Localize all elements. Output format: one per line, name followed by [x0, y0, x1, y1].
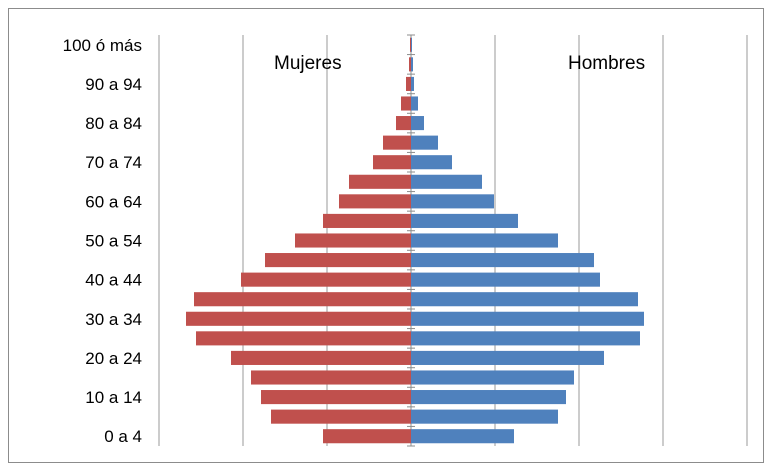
bar-hombres-9 — [411, 253, 594, 268]
bar-mujeres-11 — [323, 213, 411, 228]
bar-hombres-16 — [411, 116, 424, 131]
bar-mujeres-9 — [265, 253, 411, 268]
bar-mujeres-17 — [401, 96, 411, 111]
bar-hombres-4 — [411, 350, 604, 365]
tick-label: 40 a 44 — [85, 271, 142, 290]
bar-hombres-12 — [411, 194, 494, 209]
bar-mujeres-2 — [261, 390, 411, 405]
tick-label: 100 ó más — [63, 36, 142, 55]
bar-hombres-17 — [411, 96, 418, 111]
population-pyramid-chart: 0 a 4 10 a 14 20 a 24 30 a 34 40 a 44 50 a 54… — [63, 34, 748, 447]
bar-mujeres-14 — [373, 155, 411, 170]
bar-hombres-1 — [411, 409, 558, 424]
series-label-hombres: Hombres — [568, 53, 645, 74]
bar-hombres-19 — [411, 57, 413, 72]
bar-hombres-0 — [411, 429, 514, 444]
bar-hombres-5 — [411, 331, 640, 346]
chart-frame: 0 a 4 10 a 14 20 a 24 30 a 34 40 a 44 50 a 54… — [8, 8, 764, 463]
bar-hombres-18 — [411, 76, 414, 91]
bar-mujeres-6 — [186, 311, 411, 326]
bar-mujeres-12 — [339, 194, 411, 209]
tick-label: 20 a 24 — [85, 349, 142, 368]
bar-mujeres-20 — [410, 37, 411, 52]
bar-mujeres-18 — [406, 76, 411, 91]
bar-hombres-8 — [411, 272, 600, 287]
bar-mujeres-15 — [383, 135, 411, 150]
bar-hombres-6 — [411, 311, 644, 326]
series-label-mujeres: Mujeres — [274, 53, 342, 74]
bar-hombres-13 — [411, 174, 482, 189]
bar-hombres-15 — [411, 135, 438, 150]
bar-mujeres-10 — [295, 233, 411, 248]
tick-label: 10 a 14 — [85, 388, 142, 407]
bar-hombres-3 — [411, 370, 574, 385]
bar-mujeres-8 — [241, 272, 411, 287]
tick-label: 90 a 94 — [85, 75, 142, 94]
bar-hombres-2 — [411, 390, 566, 405]
tick-label: 30 a 34 — [85, 310, 142, 329]
bar-hombres-20 — [411, 37, 412, 52]
tick-label: 80 a 84 — [85, 114, 142, 133]
tick-label: 50 a 54 — [85, 232, 142, 251]
bar-hombres-10 — [411, 233, 558, 248]
bar-mujeres-3 — [251, 370, 411, 385]
bar-mujeres-0 — [323, 429, 411, 444]
bar-hombres-14 — [411, 155, 452, 170]
bar-hombres-7 — [411, 292, 638, 307]
bar-mujeres-16 — [396, 116, 411, 131]
bar-mujeres-13 — [349, 174, 411, 189]
bar-mujeres-5 — [196, 331, 411, 346]
bar-mujeres-4 — [231, 350, 411, 365]
bar-mujeres-7 — [194, 292, 411, 307]
tick-label: 60 a 64 — [85, 192, 142, 211]
bar-mujeres-19 — [409, 57, 411, 72]
tick-label: 0 a 4 — [104, 427, 142, 446]
bar-hombres-11 — [411, 213, 518, 228]
tick-label: 70 a 74 — [85, 153, 142, 172]
bar-mujeres-1 — [271, 409, 411, 424]
